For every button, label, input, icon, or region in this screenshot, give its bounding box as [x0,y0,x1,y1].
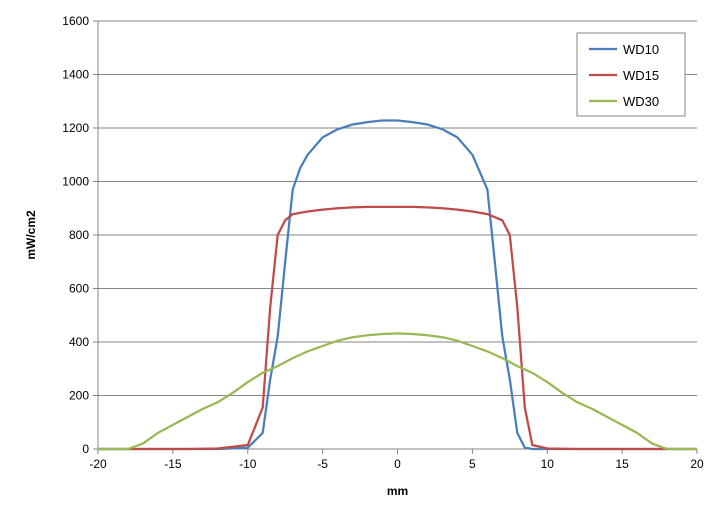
y-tick-label: 800 [69,228,89,242]
x-axis-title: mm [387,484,408,498]
y-tick-label: 400 [69,335,89,349]
x-tick-label: -10 [239,457,257,471]
series-line-wd15 [98,205,697,451]
y-tick-label: 1400 [62,68,89,82]
legend-label: WD15 [623,68,659,83]
x-tick-label: 0 [394,457,401,471]
legend: WD10 WD15 WD30 [576,32,686,117]
x-tick-label: -5 [317,457,328,471]
series-lines [98,119,697,451]
x-tick-label: 20 [690,457,704,471]
y-tick-label: 1000 [62,175,89,189]
y-tick-label: 1200 [62,121,89,135]
series-line-wd30 [98,332,697,451]
legend-label: WD10 [623,42,659,57]
x-tick-label: -20 [89,457,107,471]
y-tick-label: 600 [69,282,89,296]
series-line-wd10 [98,119,697,451]
y-axis-title: mW/cm2 [24,210,38,260]
y-tick-label: 200 [69,389,89,403]
gridlines [98,20,697,396]
y-tick-label: 1600 [62,14,89,28]
x-tick-label: -15 [164,457,182,471]
legend-label: WD30 [623,94,659,109]
y-tick-label: 0 [82,442,89,456]
x-tick-label: 15 [615,457,629,471]
x-tick-label: 10 [541,457,555,471]
x-tick-label: 5 [469,457,476,471]
tick-labels: -20 -15 -10 -5 0 5 10 15 20020040060080010001200… [62,14,704,471]
